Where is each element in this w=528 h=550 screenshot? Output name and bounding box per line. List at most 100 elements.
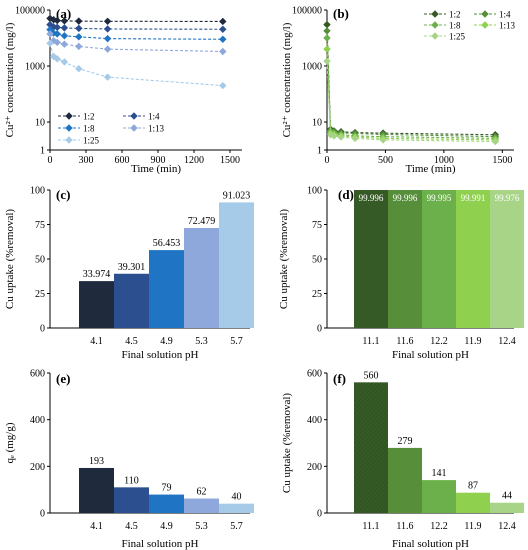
data-label: 110 xyxy=(124,475,139,486)
bar-4.9 xyxy=(149,250,184,328)
bar-12.4 xyxy=(490,502,524,513)
y-tick-label: 100000 xyxy=(15,6,45,17)
data-point xyxy=(323,57,331,65)
y-tick-label: 50 xyxy=(312,255,322,266)
y-tick-label: 1000 xyxy=(302,62,322,73)
data-point xyxy=(46,30,54,38)
y-tick-label: 100 xyxy=(307,186,322,197)
y-tick-label: 200 xyxy=(30,462,45,473)
x-axis-label: Final solution pH xyxy=(392,349,469,361)
bar-11.9 xyxy=(456,492,490,513)
legend-label: 1:8 xyxy=(83,124,95,134)
legend-label: 1:13 xyxy=(148,124,165,134)
data-label: 91.023 xyxy=(223,190,251,201)
y-axis-label: Cu²⁺ concentration (mg/l) xyxy=(4,22,16,137)
data-point xyxy=(323,20,331,29)
data-label: 39.301 xyxy=(118,262,146,273)
x-tick-label: 600 xyxy=(115,155,130,166)
panel-label: (a) xyxy=(56,6,71,21)
data-point xyxy=(351,134,359,143)
x-tick-label: 11.9 xyxy=(464,521,481,532)
panel-a: 1 10 1000 100000 Cu²⁺ concentration (mg/l) Ti… xyxy=(4,6,242,175)
data-label: 44 xyxy=(502,491,512,502)
y-tick-label: 10 xyxy=(35,118,45,129)
x-tick-label: 1500 xyxy=(492,155,512,166)
x-axis-label: Time (min) xyxy=(131,163,181,175)
x-axis-label: Time (min) xyxy=(405,163,455,175)
y-tick-label: 600 xyxy=(307,369,322,380)
data-label: 141 xyxy=(432,468,447,479)
bar-11.6 xyxy=(388,447,422,513)
series-3 xyxy=(323,45,500,144)
data-label: 79 xyxy=(162,483,172,494)
data-point xyxy=(103,25,112,33)
y-tick-label: 75 xyxy=(312,220,322,231)
series-3 xyxy=(46,30,227,56)
data-point xyxy=(219,81,227,90)
y-tick-label: 0 xyxy=(40,324,45,335)
legend-label: 1:25 xyxy=(83,136,100,146)
data-point xyxy=(431,10,439,18)
data-point xyxy=(75,33,83,41)
bar-12.4 xyxy=(490,190,524,328)
data-point xyxy=(65,124,73,132)
x-tick-label: 12.2 xyxy=(430,521,448,532)
data-point xyxy=(219,47,227,56)
series-line xyxy=(326,24,496,136)
data-label: 99.996 xyxy=(393,193,418,203)
data-point xyxy=(130,112,138,120)
bar-11.1 xyxy=(354,382,388,513)
bar-4.9 xyxy=(149,494,184,513)
data-point xyxy=(75,17,83,25)
x-axis-label: Final solution pH xyxy=(392,538,469,550)
series-0 xyxy=(323,20,500,139)
data-point xyxy=(219,25,227,33)
legend-label: 1:4 xyxy=(148,112,160,122)
panel-label: (e) xyxy=(56,371,70,386)
y-axis-label: Cu uptake (%removal) xyxy=(278,209,290,310)
panel-label: (c) xyxy=(56,187,70,202)
data-label: 56.453 xyxy=(153,238,181,249)
bar-12.2 xyxy=(422,480,456,513)
data-label: 99.996 xyxy=(359,193,384,203)
y-tick-label: 400 xyxy=(30,415,45,426)
data-label: 560 xyxy=(364,370,379,381)
data-point xyxy=(379,136,387,144)
x-tick-label: 4.9 xyxy=(160,521,173,532)
series-line xyxy=(326,49,496,141)
data-point xyxy=(431,32,439,40)
data-point xyxy=(491,137,500,146)
y-tick-label: 25 xyxy=(312,289,322,300)
data-label: 40 xyxy=(232,492,242,503)
bar-5.3 xyxy=(184,498,219,513)
x-tick-label: 1000 xyxy=(434,155,454,166)
x-tick-label: 12.2 xyxy=(430,336,448,347)
data-label: 99.995 xyxy=(427,193,452,203)
legend-label: 1:25 xyxy=(449,32,466,42)
data-label: 87 xyxy=(468,481,478,492)
x-tick-label: 11.6 xyxy=(396,521,413,532)
series-1 xyxy=(46,20,227,33)
x-tick-label: 4.1 xyxy=(90,336,103,347)
y-axis-label: qₑ (mg/g) xyxy=(4,422,16,463)
panel-label: (d) xyxy=(338,187,354,202)
y-tick-label: 0 xyxy=(40,509,45,520)
data-point xyxy=(65,112,73,120)
legend: 1:2 1:4 1:8 1:13 1:25 xyxy=(58,112,165,146)
x-tick-label: 500 xyxy=(378,155,393,166)
y-tick-label: 25 xyxy=(35,289,45,300)
x-tick-label: 0 xyxy=(325,155,330,166)
data-point xyxy=(60,17,69,25)
bar-11.1 xyxy=(354,190,388,328)
y-tick-label: 200 xyxy=(307,462,322,473)
y-tick-label: 600 xyxy=(30,369,45,380)
x-tick-label: 12.4 xyxy=(498,336,516,347)
series-2 xyxy=(323,34,500,143)
x-tick-label: 11.1 xyxy=(362,336,379,347)
x-tick-label: 12.4 xyxy=(498,521,516,532)
series-line xyxy=(326,30,496,138)
y-tick-label: 1000 xyxy=(25,62,45,73)
data-point xyxy=(65,136,73,144)
x-axis-label: Final solution pH xyxy=(121,349,198,361)
data-point xyxy=(53,16,61,25)
